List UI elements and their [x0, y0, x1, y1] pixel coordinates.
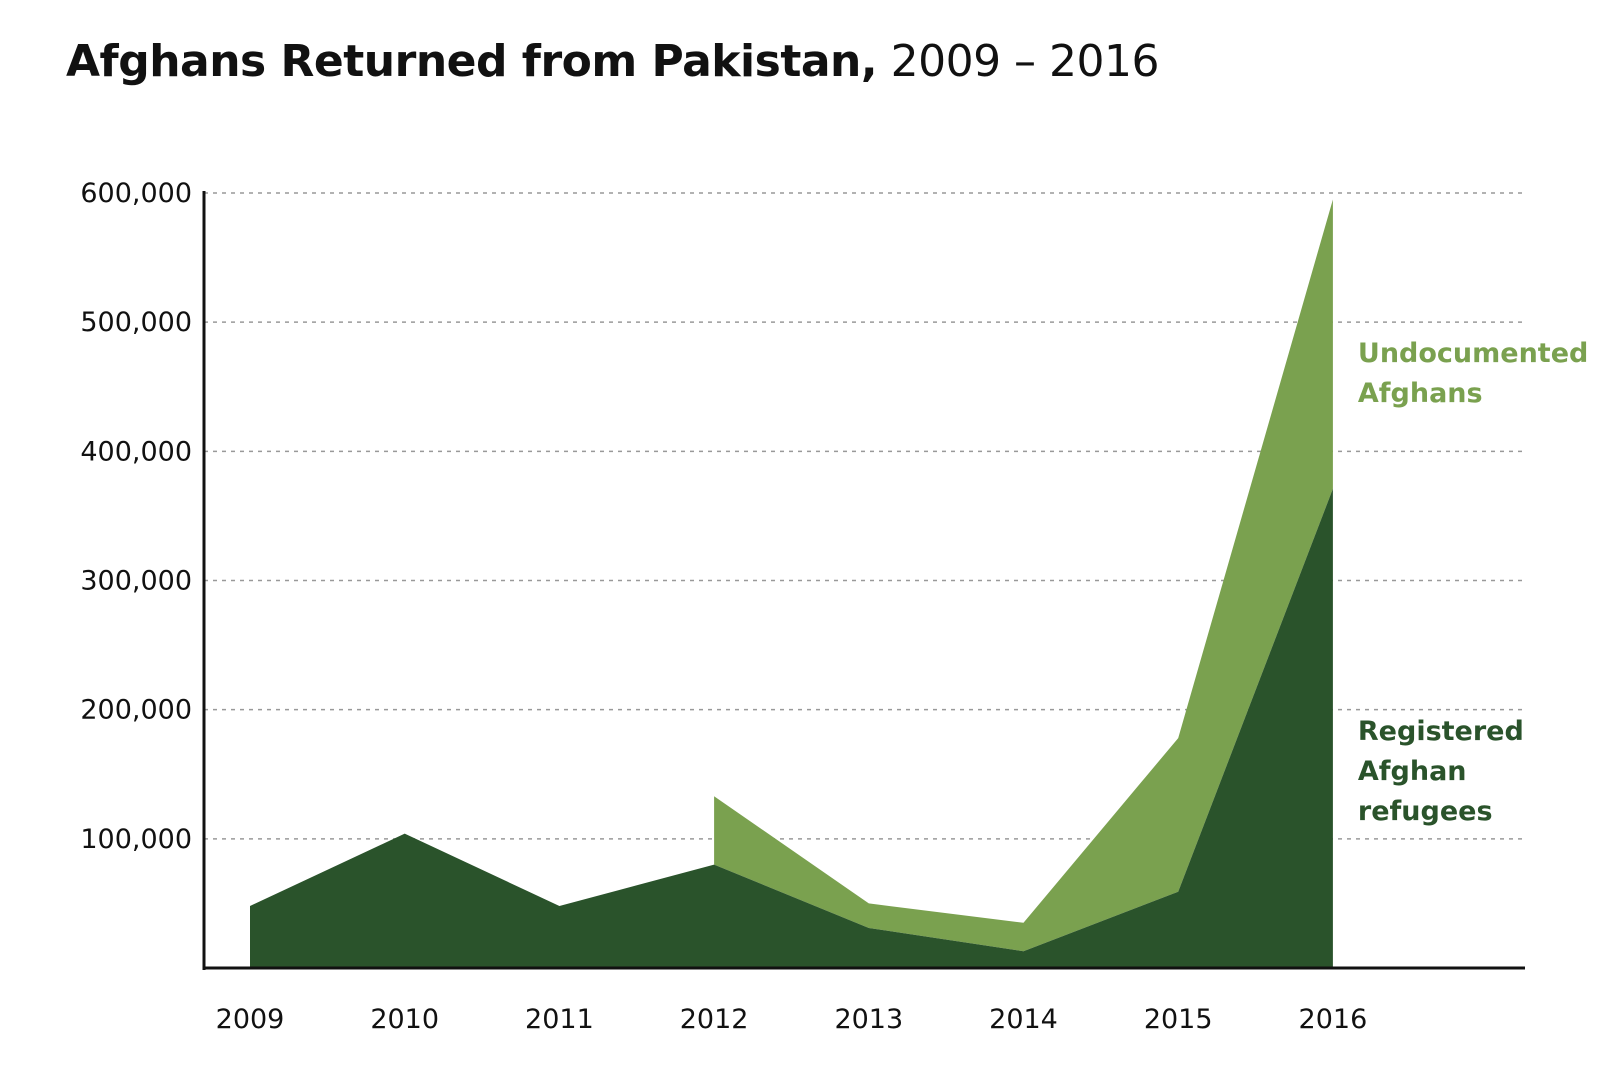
x-tick-label: 2014	[989, 1004, 1058, 1035]
x-tick-label: 2016	[1299, 1004, 1368, 1035]
x-tick-label: 2013	[834, 1004, 903, 1035]
x-tick-label: 2009	[216, 1004, 285, 1035]
x-tick-label: 2011	[525, 1004, 594, 1035]
series-label-registered: refugees	[1358, 796, 1493, 827]
title-main: Afghans Returned from Pakistan,	[66, 36, 878, 87]
area-undocumented	[714, 199, 1333, 952]
x-tick-label: 2012	[680, 1004, 749, 1035]
area-registered	[250, 488, 1333, 968]
y-tick-label: 300,000	[80, 566, 192, 597]
series-label-registered: Registered	[1358, 716, 1524, 747]
series-label-registered: Afghan	[1358, 756, 1467, 787]
y-tick-label: 100,000	[80, 824, 192, 855]
chart-title: Afghans Returned from Pakistan, 2009 – 2…	[66, 36, 1160, 87]
y-tick-label: 500,000	[80, 307, 192, 338]
title-years: 2009 – 2016	[890, 36, 1160, 87]
y-tick-label: 600,000	[80, 178, 192, 209]
y-tick-label: 200,000	[80, 695, 192, 726]
y-tick-label: 400,000	[80, 436, 192, 467]
x-tick-label: 2010	[370, 1004, 439, 1035]
series-label-undocumented: Afghans	[1358, 378, 1483, 409]
series-label-undocumented: Undocumented	[1358, 338, 1588, 369]
x-tick-label: 2015	[1144, 1004, 1213, 1035]
